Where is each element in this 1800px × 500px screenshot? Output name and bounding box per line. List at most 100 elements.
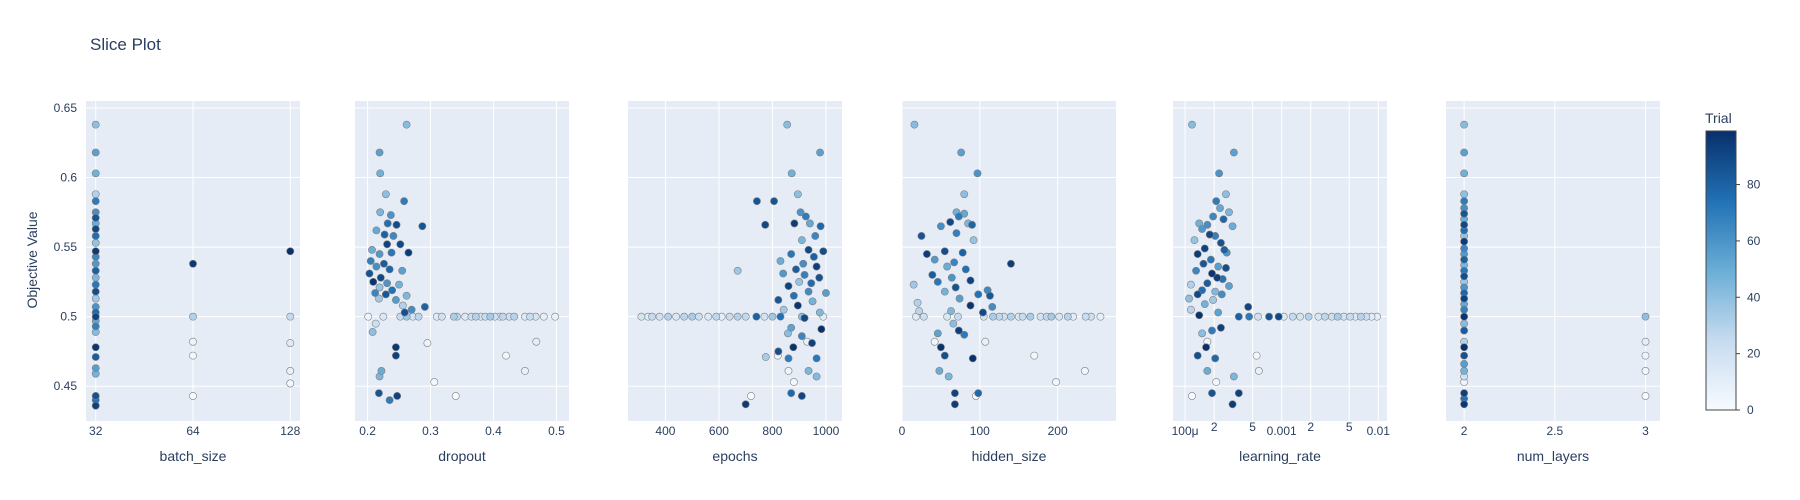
scatter-point xyxy=(1219,215,1228,224)
panel-batch-size: 0.45 0.5 0.55 0.6 0.65 32 64 128 batch_size xyxy=(54,101,301,464)
scatter-point xyxy=(1080,367,1089,375)
scatter-point xyxy=(189,351,197,360)
scatter-point xyxy=(1047,312,1056,321)
scatter-point xyxy=(1018,312,1027,321)
scatter-point xyxy=(1460,343,1469,352)
x-tick-label: 0.4 xyxy=(485,424,502,438)
scatter-point xyxy=(816,148,824,157)
scatter-point xyxy=(796,208,805,217)
scatter-point xyxy=(1198,329,1206,338)
scatter-point xyxy=(91,322,100,331)
x-tick-label: 2 xyxy=(1211,420,1218,434)
scatter-point xyxy=(91,266,100,275)
scatter-point xyxy=(1641,312,1650,321)
scatter-point xyxy=(1214,308,1223,317)
scatter-point xyxy=(1252,351,1261,360)
colorbar-scale xyxy=(1705,130,1737,411)
scatter-point xyxy=(968,220,976,229)
scatter-point xyxy=(915,307,924,315)
scatter-point xyxy=(800,314,809,322)
scatter-point xyxy=(1641,351,1650,360)
scatter-point xyxy=(377,367,386,375)
colorbar-tick-label: 60 xyxy=(1747,234,1761,248)
scatter-point xyxy=(91,392,100,400)
scatter-point xyxy=(933,329,942,338)
scatter-point xyxy=(1096,312,1105,321)
scatter-point xyxy=(981,337,990,346)
scatter-point xyxy=(502,351,510,360)
colorbar-tick-label: 40 xyxy=(1747,290,1761,304)
scatter-point xyxy=(91,259,100,268)
scatter-point xyxy=(712,312,721,321)
scatter-point xyxy=(799,259,808,268)
scatter-point xyxy=(521,367,529,375)
scatter-point xyxy=(286,367,295,375)
x-tick-label: 0.01 xyxy=(1367,424,1391,438)
plot-area xyxy=(628,101,842,421)
scatter-point xyxy=(389,232,398,240)
scatter-point xyxy=(364,312,373,321)
scatter-point xyxy=(387,248,396,257)
scatter-point xyxy=(1211,287,1220,296)
scatter-point xyxy=(816,222,825,231)
scatter-point xyxy=(937,343,945,352)
scatter-point xyxy=(787,389,796,398)
panel-dropout: 0.2 0.3 0.4 0.5 dropout xyxy=(355,101,569,464)
scatter-point xyxy=(91,197,100,206)
scatter-point xyxy=(365,269,374,278)
scatter-point xyxy=(776,257,785,265)
scatter-point xyxy=(793,190,802,199)
scatter-point xyxy=(91,232,100,240)
scatter-point xyxy=(801,212,810,221)
scatter-point xyxy=(539,312,548,321)
scatter-point xyxy=(752,312,761,321)
plot-area xyxy=(1446,101,1660,421)
scatter-point xyxy=(789,343,798,352)
scatter-point xyxy=(383,279,391,288)
scatter-point xyxy=(787,323,796,332)
scatter-point xyxy=(449,312,458,321)
scatter-point xyxy=(1187,305,1195,314)
scatter-point xyxy=(943,262,952,271)
scatter-point xyxy=(1030,351,1039,360)
scatter-point xyxy=(1288,312,1297,321)
panel-num-layers: 2 2.5 3 num_layers xyxy=(1446,101,1660,464)
scatter-point xyxy=(1198,225,1206,233)
scatter-point xyxy=(1346,312,1354,321)
scatter-point xyxy=(1460,326,1469,335)
scatter-point xyxy=(969,236,978,245)
scatter-point xyxy=(375,250,384,258)
scatter-point xyxy=(951,283,960,292)
scatter-point xyxy=(672,312,681,321)
scatter-point xyxy=(1208,269,1216,278)
scatter-point xyxy=(954,326,963,335)
scatter-point xyxy=(471,312,480,321)
scatter-point xyxy=(1641,392,1650,400)
scatter-point xyxy=(392,220,401,229)
scatter-point xyxy=(375,294,383,303)
scatter-point xyxy=(819,247,828,256)
scatter-point xyxy=(1460,389,1469,398)
scatter-point xyxy=(1460,367,1469,375)
scatter-point xyxy=(1202,343,1210,352)
scatter-point xyxy=(376,273,385,282)
scatter-point xyxy=(388,286,397,295)
scatter-point xyxy=(933,277,942,286)
scatter-point xyxy=(947,273,956,282)
scatter-point xyxy=(1026,312,1035,321)
scatter-point xyxy=(974,389,983,398)
scatter-point xyxy=(800,271,809,279)
scatter-point xyxy=(379,312,388,321)
scatter-point xyxy=(91,120,100,129)
scatter-point xyxy=(366,257,375,265)
scatter-point xyxy=(1460,255,1469,264)
scatter-point xyxy=(913,298,922,307)
scatter-point xyxy=(1055,312,1064,321)
scatter-point xyxy=(91,273,100,282)
scatter-point xyxy=(1209,296,1217,304)
scatter-point xyxy=(486,312,495,321)
scatter-point xyxy=(1188,392,1196,400)
scatter-point xyxy=(1222,190,1230,199)
scatter-point xyxy=(1190,236,1199,245)
plot-area xyxy=(355,101,569,421)
